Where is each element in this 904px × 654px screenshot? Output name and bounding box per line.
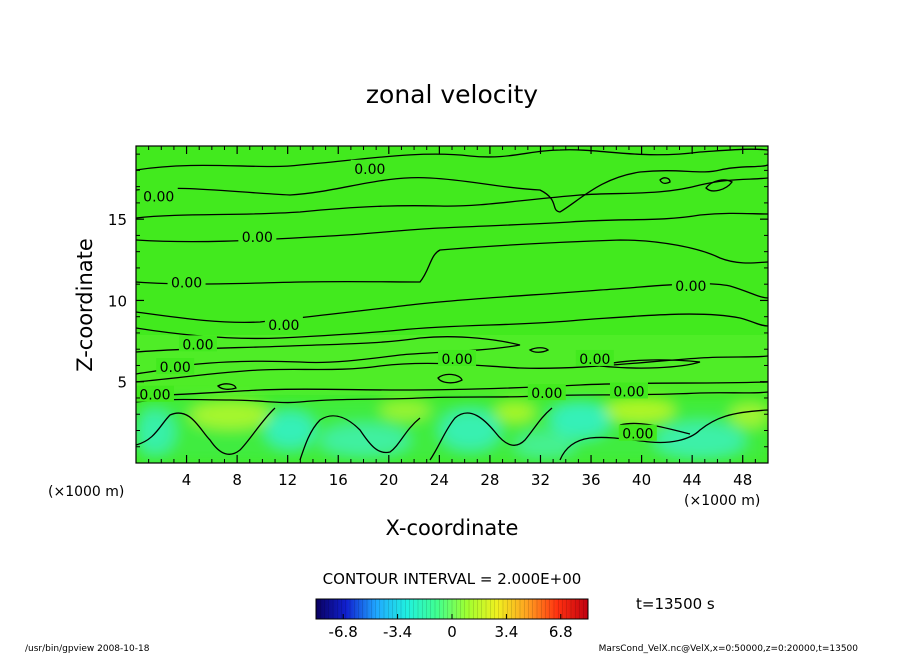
x-unit-right: (×1000 m) xyxy=(684,493,760,509)
y-tick-label: 10 xyxy=(108,292,127,310)
x-tick-label: 44 xyxy=(683,471,702,489)
x-tick-label: 32 xyxy=(531,471,550,489)
contour-label: 0.00 xyxy=(354,162,385,178)
contour-label: 0.00 xyxy=(160,360,191,376)
footer-left: /usr/bin/gpview 2008-10-18 xyxy=(25,644,150,654)
x-tick-label: 20 xyxy=(379,471,398,489)
contour-label-bg xyxy=(609,382,648,399)
contour-label: 0.00 xyxy=(268,318,299,334)
contour-interval: CONTOUR INTERVAL = 2.000E+00 xyxy=(323,570,582,588)
contour-label-bg xyxy=(527,384,566,401)
x-tick-label: 48 xyxy=(733,471,752,489)
contour-label-bg xyxy=(264,315,303,332)
contour-label: 0.00 xyxy=(139,388,170,404)
contour-label-bg xyxy=(167,273,206,290)
contour-label-bg xyxy=(350,159,389,176)
contour-label: 0.00 xyxy=(622,427,653,443)
contour-label-bg xyxy=(178,335,217,352)
contour-label: 0.00 xyxy=(579,352,610,368)
colorbar-tick-label: 0 xyxy=(447,623,457,641)
contour-label-bg xyxy=(618,424,657,441)
contour-label-bg xyxy=(438,349,477,366)
contour-label-bg xyxy=(139,187,178,204)
contour-label-bg xyxy=(136,385,174,402)
contour-label: 0.00 xyxy=(242,230,273,246)
x-tick-label: 4 xyxy=(182,471,192,489)
colorbar-ticks: -6.8 -3.4 0 3.4 6.8 xyxy=(320,599,584,641)
contour-label-bg xyxy=(156,358,195,375)
y-tick-label: 15 xyxy=(108,211,127,229)
footer-right: MarsCond_VelX.nc@VelX,x=0:50000,z=0:2000… xyxy=(599,644,859,654)
contour-label: 0.00 xyxy=(171,276,202,292)
x-unit-left: (×1000 m) xyxy=(48,484,124,500)
y-axis-label: Z-coordinate xyxy=(73,238,97,372)
contour-label: 0.00 xyxy=(531,386,562,402)
x-axis-label: X-coordinate xyxy=(386,516,519,540)
x-tick-label: 24 xyxy=(430,471,449,489)
colorbar-tick-label: -3.4 xyxy=(383,623,412,641)
contour-labels: 0.000.000.000.000.000.000.000.000.00 0.00… xyxy=(136,159,710,443)
x-tick-label: 12 xyxy=(278,471,297,489)
x-tick-label: 36 xyxy=(581,471,600,489)
plot-area: 0.000.000.000.000.000.000.000.000.00 0.00… xyxy=(136,146,768,463)
contour-label-bg xyxy=(575,349,614,366)
chart-title: zonal velocity xyxy=(366,80,538,109)
contour-label: 0.00 xyxy=(675,279,706,295)
colorbar: -6.8 -3.4 0 3.4 6.8 xyxy=(315,598,589,641)
field-lower-patches xyxy=(136,398,768,463)
x-tick-label: 28 xyxy=(480,471,499,489)
colorbar-tick-label: 3.4 xyxy=(494,623,518,641)
contour-label-bg xyxy=(671,276,710,293)
y-axis: 5 10 15 xyxy=(108,153,768,448)
colorbar-tick-label: 6.8 xyxy=(549,623,573,641)
x-tick-label: 40 xyxy=(632,471,651,489)
contour-label: 0.00 xyxy=(613,384,644,400)
x-tick-label: 8 xyxy=(232,471,242,489)
contour-label-bg xyxy=(238,228,277,245)
x-tick-label: 16 xyxy=(329,471,348,489)
colorbar-tick-label: -6.8 xyxy=(329,623,358,641)
contour-label: 0.00 xyxy=(143,189,174,205)
y-tick-label: 5 xyxy=(117,374,127,392)
contour-label: 0.00 xyxy=(182,337,213,353)
contour-label: 0.00 xyxy=(441,352,472,368)
x-axis: 4 8 12 16 20 24 28 32 36 40 44 48 xyxy=(148,146,756,489)
time-label: t=13500 s xyxy=(636,595,715,613)
